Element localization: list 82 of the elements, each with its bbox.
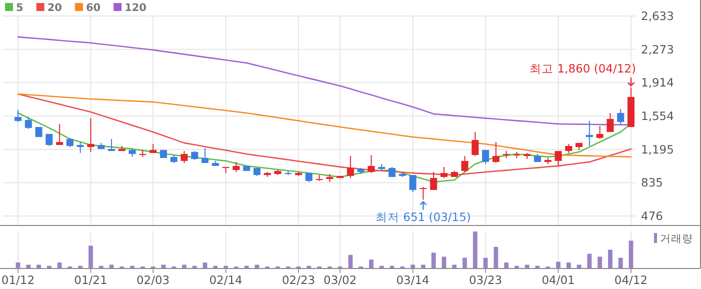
bar (608, 250, 612, 268)
candlestick (606, 112, 614, 132)
y-tick-label: 2,633 (641, 9, 674, 23)
candlestick (440, 166, 448, 178)
bar (442, 256, 446, 268)
x-tick-label: 03/14 (396, 273, 430, 287)
bar (36, 264, 41, 268)
x-tick-label: 02/03 (136, 273, 170, 287)
bar (504, 262, 509, 268)
candlestick (430, 171, 438, 190)
bar (254, 264, 260, 268)
x-tick-label: 04/01 (542, 273, 575, 287)
candlestick (492, 142, 500, 164)
y-tick-label: 1,554 (641, 109, 674, 124)
candlestick (482, 149, 490, 164)
annotation: 최저 651 (03/15) (376, 210, 471, 224)
line-series (17, 93, 632, 176)
candlestick (472, 132, 479, 157)
x-tick-label: 03/02 (324, 273, 357, 287)
candlestick (554, 150, 562, 166)
candlestick (46, 133, 53, 146)
bar (598, 256, 602, 268)
bar (618, 258, 623, 268)
candlestick (87, 117, 94, 152)
bar (161, 264, 166, 268)
candlestick (586, 120, 593, 146)
bar (348, 254, 353, 268)
bar (452, 264, 457, 268)
candlestick (388, 166, 396, 178)
bar (202, 262, 208, 268)
candlestick (420, 186, 427, 200)
candlestick (409, 174, 416, 192)
annotation: 최고 1,860 (04/12) (530, 62, 636, 76)
legend-label: 120 (124, 2, 146, 14)
bar (88, 246, 93, 268)
candlestick (368, 154, 375, 174)
bar (462, 258, 467, 268)
candlestick (66, 137, 74, 148)
y-tick-label: 2,273 (641, 42, 674, 56)
bar (628, 240, 634, 268)
bar (182, 264, 186, 268)
candlestick (180, 150, 188, 164)
candlestick (461, 156, 468, 172)
bar (556, 262, 560, 268)
bar (587, 254, 592, 268)
x-tick-label: 04/12 (614, 273, 648, 287)
bar (26, 264, 31, 268)
candlestick (596, 125, 604, 140)
x-tick-label: 03/23 (468, 273, 502, 287)
candlestick (76, 142, 84, 154)
bar (494, 246, 498, 268)
candlestick (617, 108, 624, 126)
candlestick (108, 138, 116, 152)
bar (16, 262, 20, 268)
bar (109, 264, 114, 268)
candlestick (56, 123, 64, 146)
bar (524, 264, 530, 268)
candlestick (232, 161, 240, 172)
y-tick-label: 476 (641, 209, 663, 224)
bar (431, 252, 436, 268)
bar (410, 264, 416, 268)
y-tick-label: 1,914 (641, 76, 674, 90)
legend-label: 60 (86, 2, 101, 14)
candlestick (14, 109, 22, 122)
bar (566, 262, 571, 268)
bar (421, 264, 426, 268)
x-tick-label: 01/12 (1, 273, 35, 287)
bar (369, 260, 374, 268)
candlestick (202, 147, 209, 164)
x-tick-label: 01/21 (74, 273, 108, 287)
x-tick-label: 02/14 (209, 273, 242, 287)
legend-label: 20 (47, 2, 62, 14)
bar (57, 262, 62, 268)
bar (576, 264, 582, 268)
x-tick-label: 02/23 (282, 273, 316, 287)
legend-label: 거래량 (660, 233, 693, 245)
bar (472, 232, 478, 268)
candlestick (346, 156, 354, 178)
candlestick (24, 116, 32, 130)
y-tick-label: 1,195 (641, 142, 674, 156)
legend-label: 5 (16, 2, 24, 14)
y-tick-label: 835 (641, 176, 663, 190)
